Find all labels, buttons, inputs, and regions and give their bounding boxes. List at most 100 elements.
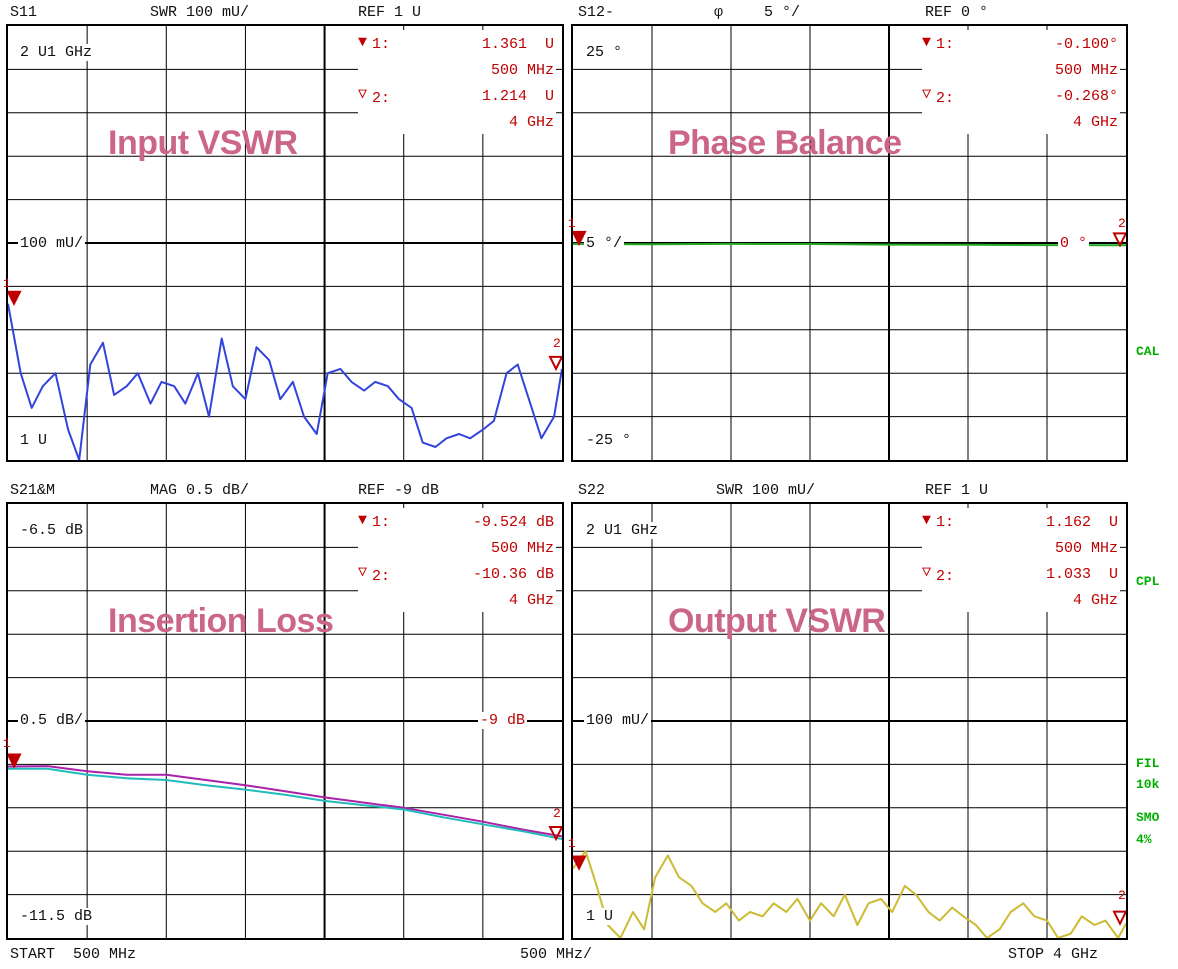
s11-trace-marker-2: 2 (553, 336, 561, 351)
title-input-vswr: Input VSWR (108, 124, 298, 162)
s22-m1-tri: ▼ (922, 512, 932, 529)
title-phase-balance: Phase Balance (668, 124, 902, 162)
s22-trace-marker-1: 1 (568, 836, 576, 851)
marker-1-triangle (8, 290, 22, 306)
s11-m1-freq: 500 MHz (490, 62, 554, 79)
s11-m1-tri: ▼ (358, 34, 368, 51)
s21-ref: REF -9 dB (358, 482, 440, 499)
s11-trace-marker-1: 1 (3, 276, 11, 291)
marker-2-triangle (548, 826, 562, 842)
s21-param: S21&M (10, 482, 56, 499)
s12-m1-tri: ▼ (922, 34, 932, 51)
s22-m1-label: 1: (936, 514, 955, 531)
marker-1-triangle (8, 753, 22, 769)
s21-trace-marker-2: 2 (553, 806, 561, 821)
s11-m2-tri: ▽ (358, 86, 368, 103)
s11-m1-value: 1.361 U (481, 36, 554, 53)
s21-m1-label: 1: (372, 514, 391, 531)
panel-s21 (6, 502, 564, 940)
s11-marker-box: ▼ 1: 1.361 U 500 MHz ▽ 2: 1.214 U 4 GHz (358, 30, 556, 134)
s11-m1-label: 1: (372, 36, 391, 53)
s12-m2-value: -0.268° (1054, 88, 1118, 105)
s12-trace-marker-1: 1 (568, 216, 576, 231)
s12-scale: 5 °/ (764, 4, 801, 21)
side-cal: CAL (1136, 344, 1160, 359)
s21-ref-label: 0.5 dB/ (18, 712, 86, 729)
s11-m2-freq: 4 GHz (508, 114, 554, 131)
s12-m1-value: -0.100° (1054, 36, 1118, 53)
s21-m2-freq: 4 GHz (508, 592, 554, 609)
s22-scale: SWR 100 mU/ (716, 482, 816, 499)
s12-m2-freq: 4 GHz (1072, 114, 1118, 131)
plot-s22 (573, 504, 1126, 938)
trace-series-1 (8, 767, 562, 840)
s22-ref-label: 100 mU/ (584, 712, 652, 729)
trace-series-0 (573, 242, 1126, 247)
s22-m2-tri: ▽ (922, 564, 932, 581)
side-smo: SMO (1136, 810, 1160, 825)
s21-marker-box: ▼ 1: -9.524 dB 500 MHz ▽ 2: -10.36 dB 4 … (358, 508, 556, 612)
side-fil-val: 10k (1136, 777, 1160, 792)
s22-param: S22 (578, 482, 606, 499)
s12-phi: φ (714, 4, 724, 21)
s12-ref-right: 0 ° (1058, 235, 1090, 252)
s22-m1-freq: 500 MHz (1054, 540, 1118, 557)
s11-m2-value: 1.214 U (481, 88, 554, 105)
marker-2-triangle (1112, 232, 1126, 248)
plot-s12 (573, 26, 1126, 460)
s12-ref-label: 5 °/ (584, 235, 625, 252)
side-fil: FIL (1136, 756, 1160, 771)
s11-top-left: 2 U1 GHz (18, 44, 95, 61)
s21-m2-tri: ▽ (358, 564, 368, 581)
footer-start: START 500 MHz (10, 946, 137, 963)
s22-marker-box: ▼ 1: 1.162 U 500 MHz ▽ 2: 1.033 U 4 GHz (922, 508, 1120, 612)
s21-m1-value: -9.524 dB (472, 514, 554, 531)
s12-m2-tri: ▽ (922, 86, 932, 103)
trace-series-0 (8, 303, 562, 460)
s21-scale: MAG 0.5 dB/ (150, 482, 250, 499)
s21-bottom-left: -11.5 dB (18, 908, 95, 925)
s22-top-left: 2 U1 GHz (584, 522, 661, 539)
s12-ref: REF 0 ° (925, 4, 989, 21)
s22-bottom-left: 1 U (584, 908, 616, 925)
s12-m1-freq: 500 MHz (1054, 62, 1118, 79)
side-smo-val: 4% (1136, 832, 1152, 847)
trace-series-0 (8, 765, 562, 838)
side-cpl: CPL (1136, 574, 1160, 589)
s21-m2-value: -10.36 dB (472, 566, 554, 583)
s21-trace-marker-1: 1 (3, 736, 11, 751)
trace-series-0 (573, 850, 1126, 938)
marker-2-triangle (548, 355, 562, 372)
s12-m2-label: 2: (936, 90, 955, 107)
s21-ref-right: -9 dB (478, 712, 528, 729)
marker-1-triangle (573, 855, 587, 871)
s11-scale: SWR 100 mU/ (150, 4, 250, 21)
s12-marker-box: ▼ 1: -0.100° 500 MHz ▽ 2: -0.268° 4 GHz (922, 30, 1120, 134)
s21-top-left: -6.5 dB (18, 522, 86, 539)
footer-stop: STOP 4 GHz (1008, 946, 1099, 963)
footer-per-div: 500 MHz/ (520, 946, 593, 963)
s22-m1-value: 1.162 U (1045, 514, 1118, 531)
s22-m2-freq: 4 GHz (1072, 592, 1118, 609)
s21-m1-tri: ▼ (358, 512, 368, 529)
s22-ref: REF 1 U (925, 482, 989, 499)
s11-param: S11 (10, 4, 38, 21)
s22-m2-value: 1.033 U (1045, 566, 1118, 583)
marker-1-triangle (573, 230, 587, 247)
s11-m2-label: 2: (372, 90, 391, 107)
s21-m1-freq: 500 MHz (490, 540, 554, 557)
s21-m2-label: 2: (372, 568, 391, 585)
marker-2-triangle (1112, 910, 1126, 926)
s11-ref-label: 100 mU/ (18, 235, 86, 252)
s12-m1-label: 1: (936, 36, 955, 53)
s12-trace-marker-2: 2 (1118, 216, 1126, 231)
s11-ref: REF 1 U (358, 4, 422, 21)
s12-top-left: 25 ° (584, 44, 625, 61)
s22-m2-label: 2: (936, 568, 955, 585)
s22-trace-marker-2: 2 (1118, 888, 1126, 903)
title-insertion-loss: Insertion Loss (108, 602, 334, 640)
s11-bottom-left: 1 U (18, 432, 50, 449)
s12-bottom-left: -25 ° (584, 432, 634, 449)
s12-param: S12- (578, 4, 615, 21)
title-output-vswr: Output VSWR (668, 602, 886, 640)
